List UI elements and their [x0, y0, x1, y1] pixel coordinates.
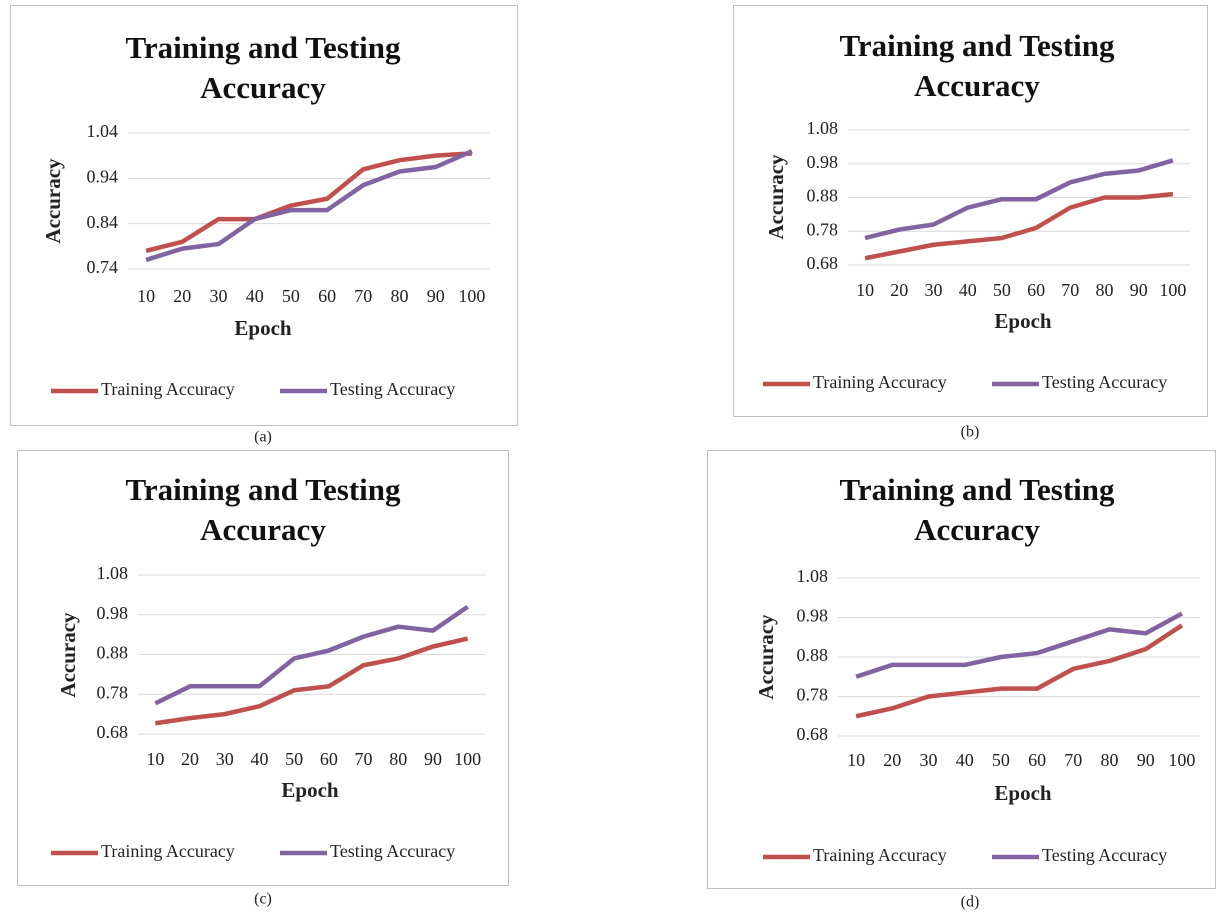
- x-tick-label: 90: [1130, 280, 1148, 300]
- legend-label: Training Accuracy: [101, 379, 235, 399]
- x-axis-label: Epoch: [281, 778, 339, 802]
- series-line: [145, 151, 473, 254]
- chart-border: [733, 5, 1208, 417]
- y-axis-label: Accuracy: [764, 154, 788, 240]
- x-tick-label: 60: [1028, 750, 1046, 770]
- y-tick-label: 0.68: [807, 253, 839, 273]
- x-tick-label: 70: [355, 749, 373, 769]
- x-tick-label: 90: [1137, 750, 1155, 770]
- chart-title: Training and Testing Accuracy: [125, 472, 401, 547]
- y-tick-label: 0.78: [97, 682, 129, 702]
- x-tick-label: 10: [847, 750, 865, 770]
- x-tick-label: 20: [173, 286, 191, 306]
- series-line: [864, 158, 1174, 241]
- y-tick-label: 1.08: [97, 563, 129, 583]
- y-tick-label: 0.78: [807, 219, 839, 239]
- legend-label: Training Accuracy: [813, 372, 947, 392]
- caption: (d): [961, 894, 980, 911]
- legend-label: Testing Accuracy: [1042, 372, 1167, 392]
- x-tick-label: 10: [137, 286, 155, 306]
- x-tick-label: 40: [250, 749, 268, 769]
- x-axis-label: Epoch: [994, 781, 1052, 805]
- x-tick-label: 50: [282, 286, 300, 306]
- y-tick-label: 0.98: [97, 603, 129, 623]
- chart-border: [707, 450, 1216, 889]
- x-tick-label: 20: [181, 749, 199, 769]
- chart-title: Training and Testing Accuracy: [125, 30, 401, 105]
- x-tick-label: 70: [354, 286, 372, 306]
- y-tick-label: 0.88: [97, 643, 129, 663]
- y-tick-label: 0.68: [797, 724, 829, 744]
- x-tick-label: 40: [246, 286, 264, 306]
- chart-title: Training and Testing Accuracy: [839, 28, 1115, 103]
- y-tick-label: 0.68: [97, 722, 129, 742]
- x-tick-label: 40: [959, 280, 977, 300]
- series-line: [855, 611, 1183, 679]
- x-tick-label: 60: [1027, 280, 1045, 300]
- y-tick-label: 0.88: [807, 186, 839, 206]
- series-line: [155, 636, 469, 726]
- x-tick-label: 70: [1061, 280, 1079, 300]
- x-tick-label: 80: [389, 749, 407, 769]
- chart-title: Training and Testing Accuracy: [839, 472, 1115, 547]
- x-tick-label: 20: [890, 280, 908, 300]
- series-line: [154, 604, 469, 706]
- x-tick-label: 10: [146, 749, 164, 769]
- y-tick-label: 0.88: [797, 645, 829, 665]
- y-axis-label: Accuracy: [56, 612, 80, 698]
- y-tick-label: 1.08: [807, 118, 839, 138]
- caption: (b): [961, 424, 980, 441]
- chart-border: [10, 5, 518, 426]
- x-tick-label: 20: [883, 750, 901, 770]
- y-tick-label: 0.94: [87, 166, 119, 186]
- x-tick-label: 60: [318, 286, 336, 306]
- y-tick-label: 1.04: [87, 121, 119, 141]
- x-tick-label: 60: [320, 749, 338, 769]
- x-tick-label: 100: [458, 286, 485, 306]
- series-line: [855, 623, 1184, 719]
- x-axis-label: Epoch: [994, 309, 1052, 333]
- y-axis-label: Accuracy: [41, 158, 65, 244]
- legend-label: Training Accuracy: [101, 841, 235, 861]
- y-tick-label: 0.98: [807, 152, 839, 172]
- x-tick-label: 50: [285, 749, 303, 769]
- x-tick-label: 50: [992, 750, 1010, 770]
- x-tick-label: 30: [925, 280, 943, 300]
- legend-label: Testing Accuracy: [1042, 845, 1167, 865]
- x-tick-label: 100: [1159, 280, 1186, 300]
- y-tick-label: 0.74: [87, 257, 119, 277]
- y-tick-label: 1.08: [797, 566, 829, 586]
- x-tick-label: 40: [956, 750, 974, 770]
- caption: (a): [254, 429, 272, 446]
- x-tick-label: 90: [427, 286, 445, 306]
- x-tick-label: 30: [216, 749, 234, 769]
- x-tick-label: 80: [391, 286, 409, 306]
- x-tick-label: 30: [210, 286, 228, 306]
- y-tick-label: 0.84: [87, 212, 119, 232]
- legend-label: Testing Accuracy: [330, 841, 455, 861]
- legend-label: Training Accuracy: [813, 845, 947, 865]
- x-axis-label: Epoch: [234, 316, 292, 340]
- caption: (c): [254, 891, 272, 908]
- x-tick-label: 100: [454, 749, 481, 769]
- x-tick-label: 50: [993, 280, 1011, 300]
- series-line: [864, 191, 1174, 261]
- x-tick-label: 100: [1168, 750, 1195, 770]
- x-tick-label: 80: [1096, 280, 1114, 300]
- x-tick-label: 30: [920, 750, 938, 770]
- x-tick-label: 70: [1064, 750, 1082, 770]
- y-axis-label: Accuracy: [754, 614, 778, 700]
- x-tick-label: 90: [424, 749, 442, 769]
- chart-border: [17, 450, 509, 886]
- x-tick-label: 80: [1101, 750, 1119, 770]
- y-tick-label: 0.98: [797, 606, 829, 626]
- y-tick-label: 0.78: [797, 685, 829, 705]
- x-tick-label: 10: [856, 280, 874, 300]
- legend-label: Testing Accuracy: [330, 379, 455, 399]
- series-line: [145, 149, 473, 263]
